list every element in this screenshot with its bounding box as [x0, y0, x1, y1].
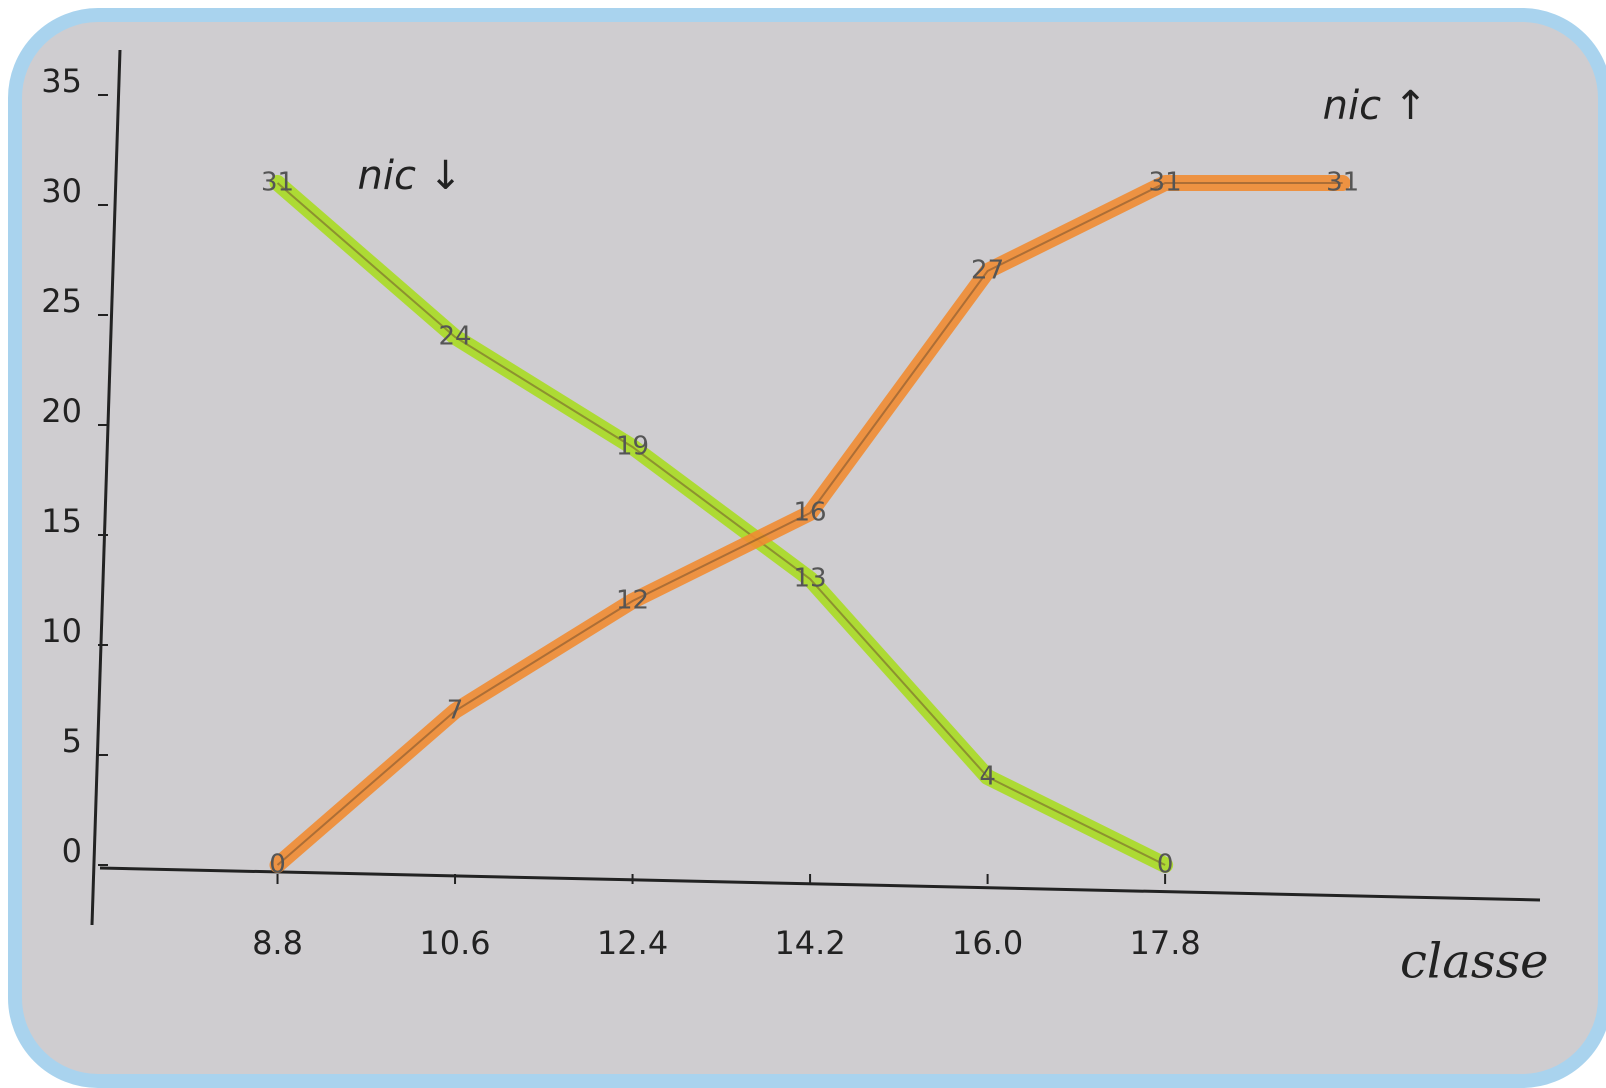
y-tick-label: 15 — [41, 502, 82, 540]
value-label: 31 — [1149, 168, 1182, 198]
y-tick-label: 0 — [62, 832, 82, 870]
value-label: 31 — [261, 168, 294, 198]
x-tick-label: 17.8 — [1129, 924, 1200, 962]
value-label: 0 — [1157, 850, 1174, 880]
value-label: 7 — [447, 696, 464, 726]
y-tick-label: 10 — [41, 612, 82, 650]
y-tick-label: 30 — [41, 172, 82, 210]
y-tick-label: 20 — [41, 392, 82, 430]
series-name: nic ↓ — [358, 153, 463, 199]
x-tick-label: 8.8 — [252, 924, 303, 962]
x-axis — [100, 868, 1540, 900]
value-label: 16 — [794, 498, 827, 528]
series-name: nic ↑ — [1323, 83, 1428, 129]
x-tick-label: 14.2 — [774, 924, 845, 962]
x-tick-label: 12.4 — [597, 924, 668, 962]
y-tick-label: 5 — [62, 722, 82, 760]
value-label: 12 — [616, 586, 649, 616]
x-axis-label: classe — [1400, 934, 1549, 990]
value-label: 4 — [979, 762, 996, 792]
series-line — [278, 183, 1166, 865]
x-tick-label: 10.6 — [419, 924, 490, 962]
value-label: 24 — [438, 322, 471, 352]
value-label: 31 — [1326, 168, 1359, 198]
y-axis — [92, 50, 120, 925]
chart: classe 0 5 10 15 20 25 30 35 8.8 10.6 12.4 14.2 16.0… — [0, 0, 1606, 1083]
x-tick-label: 16.0 — [952, 924, 1023, 962]
y-tick-label: 25 — [41, 282, 82, 320]
series-pencil — [278, 183, 1166, 865]
value-label: 13 — [794, 564, 827, 594]
value-label: 0 — [269, 850, 286, 880]
value-label: 19 — [616, 432, 649, 462]
y-tick-label: 35 — [41, 62, 82, 100]
value-label: 27 — [971, 256, 1004, 286]
